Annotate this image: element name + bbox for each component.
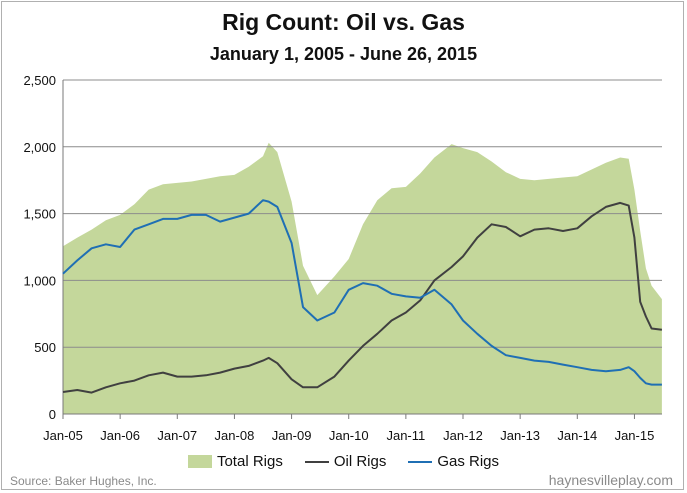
legend-label-oil: Oil Rigs	[333, 453, 387, 470]
legend-swatch-oil	[304, 460, 329, 463]
series-area-total-rigs	[63, 142, 662, 415]
legend-swatch-total	[187, 455, 212, 468]
x-tick-label-8: Jan-13	[500, 428, 540, 443]
y-tick-label-1: 500	[34, 340, 56, 355]
chart-plot: 0 500 1,000 1,500 2,000 2,500 Jan-05 Jan-06 Jan-…	[23, 73, 663, 443]
y-tick-label-3: 1,500	[23, 207, 56, 222]
chart-title: Rig Count: Oil vs. Gas	[222, 9, 465, 35]
legend-item-total: Total Rigs	[187, 453, 283, 470]
x-tick-label-9: Jan-14	[557, 428, 597, 443]
x-tick-label-1: Jan-06	[100, 428, 140, 443]
chart-subtitle: January 1, 2005 - June 26, 2015	[209, 44, 478, 64]
legend-label-gas: Gas Rigs	[437, 453, 500, 470]
source-note: Source: Baker Hughes, Inc.	[10, 474, 157, 488]
site-name: haynesvilleplay.com	[548, 472, 673, 488]
y-tick-label-4: 2,000	[23, 140, 56, 155]
y-tick-label-5: 2,500	[23, 73, 56, 88]
legend-swatch-gas	[408, 460, 433, 463]
x-tick-label-7: Jan-12	[443, 428, 483, 443]
series-line-oil-rigs	[62, 201, 663, 394]
x-tick-label-6: Jan-11	[386, 428, 425, 443]
y-tick-label-2: 1,000	[23, 273, 56, 288]
y-tick-label-0: 0	[49, 407, 56, 422]
legend-item-oil: Oil Rigs	[304, 453, 387, 470]
series-line-gas-rigs	[62, 199, 662, 386]
chart-legend: Total Rigs Oil Rigs Gas Rigs	[0, 453, 687, 470]
x-tick-label-3: Jan-08	[215, 428, 255, 443]
x-tick-label-4: Jan-09	[272, 428, 312, 443]
legend-label-total: Total Rigs	[216, 453, 283, 470]
x-tick-label-2: Jan-07	[157, 428, 197, 443]
x-tick-label-0: Jan-05	[43, 428, 83, 443]
legend-item-gas: Gas Rigs	[408, 453, 499, 470]
x-tick-label-5: Jan-10	[329, 428, 369, 443]
x-tick-label-10: Jan-15	[615, 428, 655, 443]
